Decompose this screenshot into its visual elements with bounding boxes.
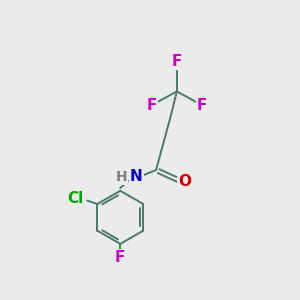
Text: H: H bbox=[116, 170, 127, 184]
Text: F: F bbox=[115, 250, 125, 265]
Text: F: F bbox=[197, 98, 207, 113]
Text: Cl: Cl bbox=[67, 191, 83, 206]
Text: O: O bbox=[178, 174, 191, 189]
Text: F: F bbox=[146, 98, 157, 113]
Text: N: N bbox=[130, 169, 143, 184]
Text: F: F bbox=[172, 54, 182, 69]
